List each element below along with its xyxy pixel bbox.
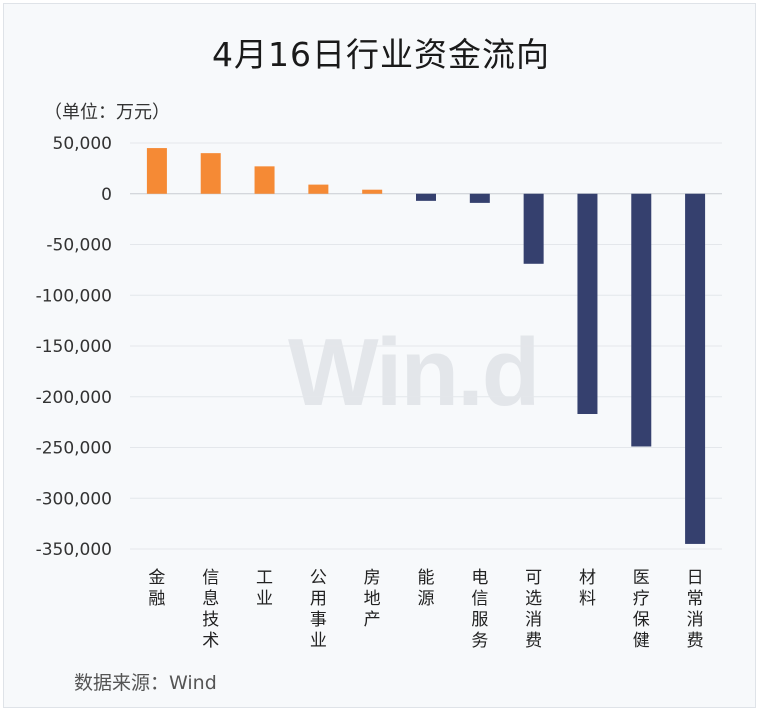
y-tick-label: -300,000 — [36, 489, 112, 509]
bar — [200, 153, 221, 194]
bar — [362, 189, 383, 194]
y-tick-label: -350,000 — [36, 540, 112, 560]
bar — [416, 193, 436, 201]
x-category-label: 日常消费 — [687, 568, 704, 651]
y-tick-label: -150,000 — [36, 337, 112, 357]
x-category-label: 电信服务 — [471, 568, 488, 651]
bar — [469, 193, 490, 203]
y-tick-label: 50,000 — [53, 134, 112, 154]
source-note: 数据来源：Wind — [74, 672, 217, 694]
x-category-label: 材料 — [579, 568, 596, 609]
bar — [308, 184, 329, 194]
x-category-label: 公用事业 — [310, 568, 327, 651]
bar — [631, 193, 652, 447]
bar — [146, 148, 167, 194]
unit-label: （单位：万元） — [44, 102, 170, 123]
x-category-label: 房地产 — [364, 568, 381, 630]
bar — [523, 193, 544, 264]
y-tick-label: -200,000 — [36, 388, 112, 408]
x-category-label: 能源 — [418, 568, 435, 609]
y-tick-label: -50,000 — [46, 236, 112, 256]
bar — [254, 166, 275, 194]
x-category-label: 信息技术 — [202, 568, 219, 651]
x-category-label: 可选消费 — [525, 568, 542, 651]
bar — [685, 193, 706, 544]
x-category-label: 金融 — [148, 568, 165, 609]
x-category-label: 工业 — [256, 568, 273, 609]
bar — [577, 193, 598, 415]
y-tick-label: 0 — [101, 185, 112, 205]
chart-frame — [3, 3, 756, 708]
y-tick-label: -250,000 — [36, 439, 112, 459]
chart-title: 4月16日行业资金流向 — [212, 35, 550, 74]
watermark: Win.d — [288, 319, 540, 426]
y-tick-label: -100,000 — [36, 286, 112, 306]
x-category-label: 医疗保健 — [633, 568, 650, 651]
